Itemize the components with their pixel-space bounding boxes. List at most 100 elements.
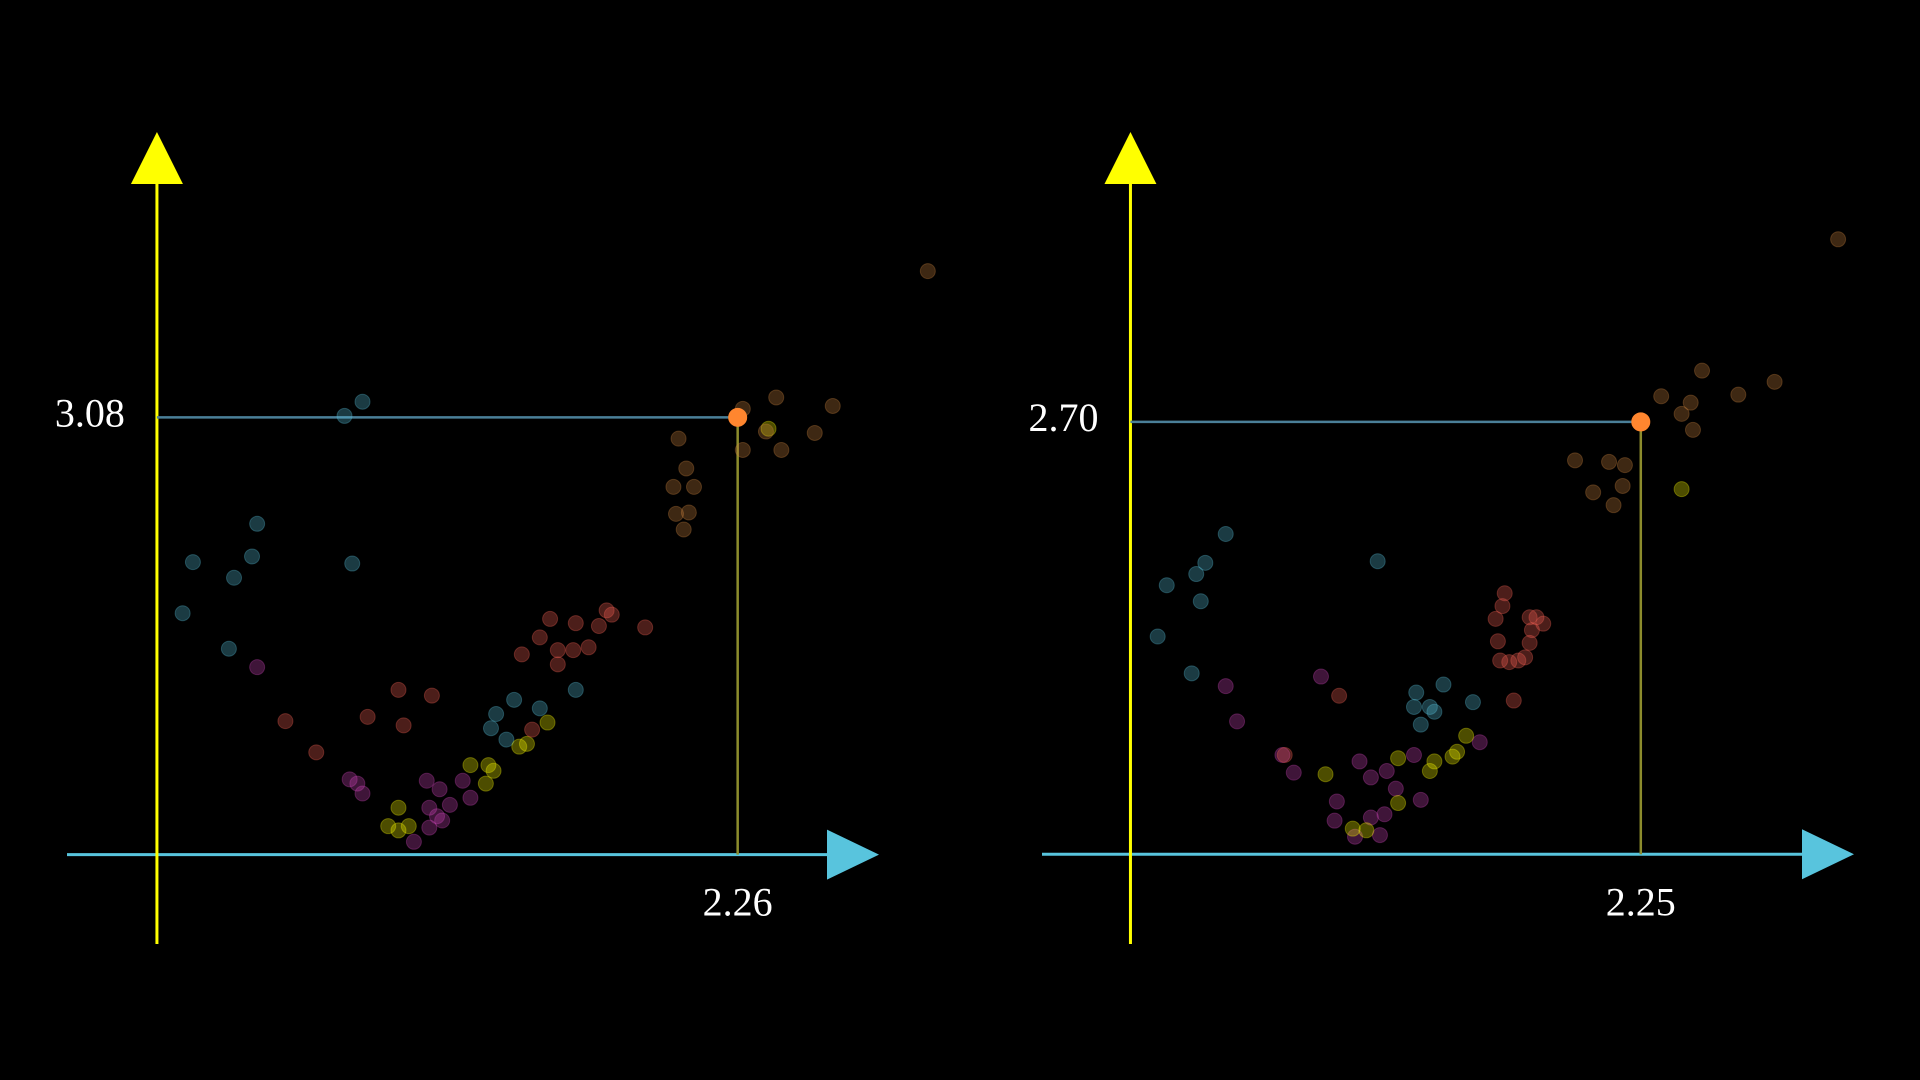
data-point [1496,585,1513,602]
data-point [1197,554,1214,571]
data-point [1312,668,1329,685]
data-point [1390,795,1407,812]
highlight-point [728,407,748,427]
data-point [506,691,523,708]
data-point [637,619,654,636]
data-point [513,646,530,663]
data-point [344,555,361,572]
data-point [1585,484,1602,501]
data-point [1614,477,1631,494]
data-point [567,681,584,698]
data-point [498,731,515,748]
data-point [1492,652,1509,669]
data-point [429,808,446,825]
data-point [1505,692,1522,709]
data-point [336,407,353,424]
data-point [1326,812,1343,829]
data-point [434,812,451,829]
data-point [390,681,407,698]
data-point [477,775,494,792]
y-value-label: 3.08 [55,391,125,436]
data-point [1387,780,1404,797]
data-point [1517,649,1534,666]
data-point [1673,481,1690,498]
data-point [919,263,936,280]
data-point [226,569,243,586]
data-point [1444,748,1461,765]
data-point [1369,553,1386,570]
data-point [1192,593,1209,610]
data-point [354,393,371,410]
data-point [518,735,535,752]
data-point [773,441,790,458]
data-point [485,762,502,779]
x-axis-arrow [1802,829,1854,880]
data-point [454,772,471,789]
data-point [390,799,407,816]
data-point [1421,698,1438,715]
data-point [675,521,692,538]
data-point [1344,820,1361,837]
data-point [341,771,358,788]
data-point [1682,394,1699,411]
data-point [1673,405,1690,422]
data-point [1653,388,1670,405]
y-value-label: 2.70 [1028,395,1098,440]
x-value-label: 2.26 [703,880,773,925]
data-point [549,642,566,659]
data-point [482,720,499,737]
data-point [1730,386,1747,403]
y-axis-arrow [1104,132,1157,184]
data-point [390,822,407,839]
data-point [1274,747,1291,764]
data-point [598,602,615,619]
data-point [757,423,774,440]
data-point [1358,822,1375,839]
data-point [1605,497,1622,514]
data-point [603,606,620,623]
x-axis-arrow [827,829,879,880]
data-point [1489,633,1506,650]
data-point [1362,809,1379,826]
data-point [678,460,695,477]
data-point [354,785,371,802]
data-point [1371,827,1388,844]
data-point [1421,763,1438,780]
data-point [1426,753,1443,770]
data-point [220,640,237,657]
data-point [680,504,697,521]
data-point [1523,622,1540,639]
data-point [423,687,440,704]
data-point [668,505,684,522]
data-point [1405,698,1422,715]
data-point [685,478,702,495]
data-point [1351,753,1368,770]
data-point [539,714,556,731]
data-point [1405,747,1422,764]
data-point [1684,421,1701,438]
data-point [1317,766,1334,783]
data-point [359,708,376,725]
data-point [1494,598,1511,615]
data-point [670,430,687,447]
data-point [1471,734,1488,751]
data-point [1412,791,1429,808]
data-point [1487,610,1504,627]
data-point [421,819,438,836]
data-point [524,721,541,738]
data-point [1616,457,1633,474]
data-point [1378,763,1395,780]
data-point [768,389,785,406]
data-point [1458,727,1475,744]
data-point [1276,747,1293,764]
data-point [1521,634,1538,651]
data-point [1694,362,1711,379]
data-point [431,781,448,798]
data-point [1217,525,1234,542]
data-point [1217,678,1234,695]
data-point [421,799,438,816]
data-point [1149,628,1166,645]
data-point [1510,652,1527,669]
data-point [1501,654,1518,671]
